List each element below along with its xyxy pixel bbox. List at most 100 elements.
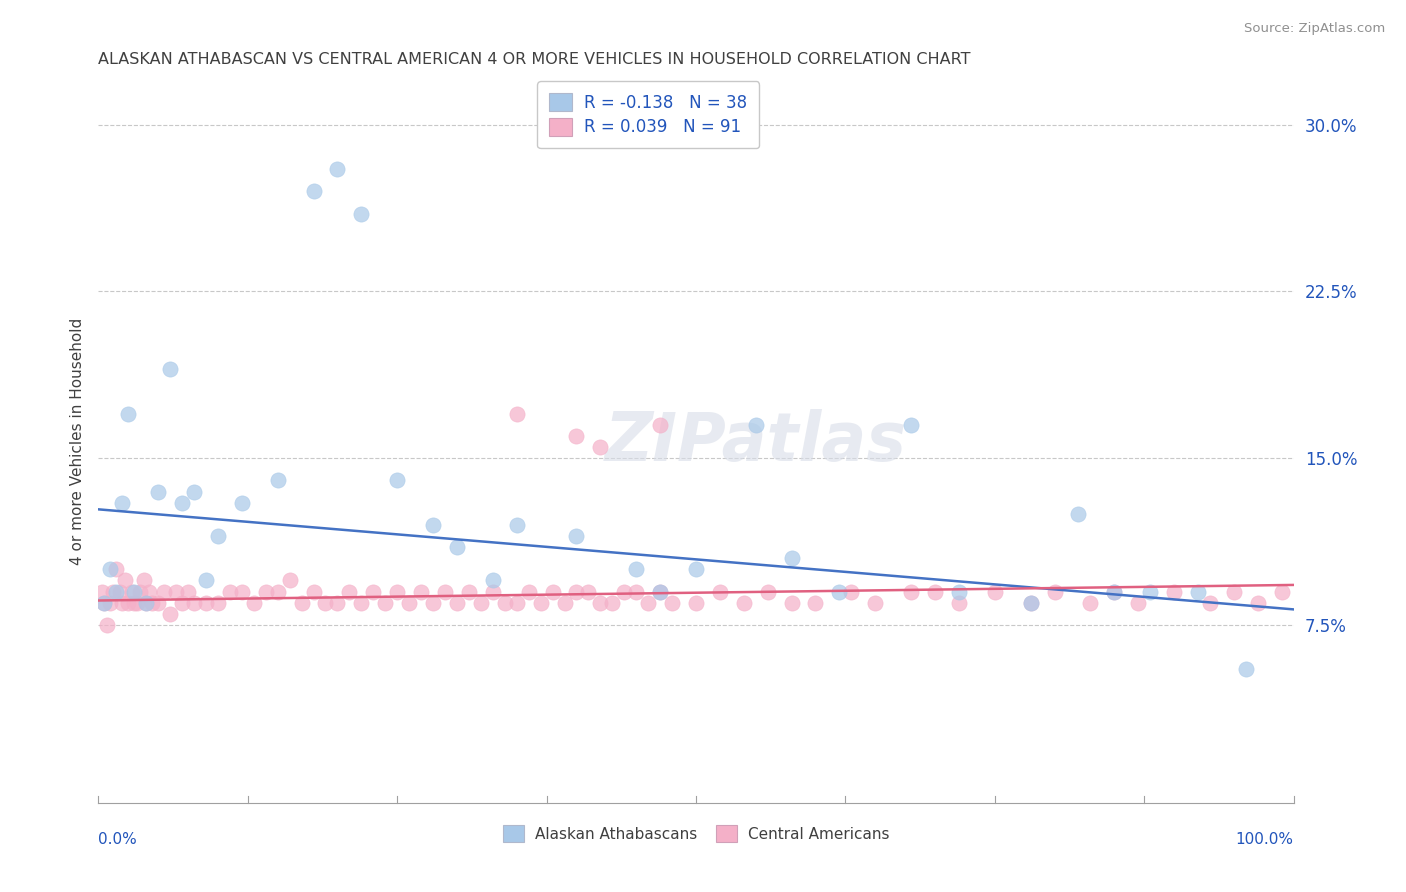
Point: [207, 596, 229, 610]
Point: [1199, 596, 1222, 610]
Point: [93, 596, 115, 610]
Point: [363, 584, 385, 599]
Point: [434, 584, 457, 599]
Point: [183, 596, 205, 610]
Text: Source: ZipAtlas.com: Source: ZipAtlas.com: [1244, 22, 1385, 36]
Point: [96, 618, 118, 632]
Point: [350, 596, 373, 610]
Point: [1080, 596, 1102, 610]
Point: [231, 496, 253, 510]
Point: [745, 417, 768, 432]
Point: [506, 596, 529, 610]
Point: [302, 584, 325, 599]
Point: [315, 596, 337, 610]
Point: [105, 584, 128, 599]
Point: [219, 584, 242, 599]
Point: [841, 584, 863, 599]
Point: [108, 584, 131, 599]
Point: [506, 407, 529, 421]
Point: [924, 584, 946, 599]
Point: [1271, 584, 1294, 599]
Point: [446, 596, 468, 610]
Point: [91, 584, 114, 599]
Point: [565, 529, 588, 543]
Point: [172, 496, 194, 510]
Point: [626, 562, 648, 576]
Point: [278, 574, 301, 588]
Point: [1019, 596, 1042, 610]
Point: [446, 540, 468, 554]
Point: [195, 596, 218, 610]
Point: [117, 596, 139, 610]
Point: [291, 596, 314, 610]
Point: [685, 562, 707, 576]
Point: [458, 584, 481, 599]
Point: [865, 596, 887, 610]
Text: 0.0%: 0.0%: [98, 831, 138, 847]
Point: [254, 584, 277, 599]
Y-axis label: 4 or more Vehicles in Household: 4 or more Vehicles in Household: [69, 318, 84, 566]
Point: [756, 584, 779, 599]
Point: [148, 484, 170, 499]
Point: [1234, 662, 1257, 676]
Point: [709, 584, 731, 599]
Point: [1019, 596, 1042, 610]
Point: [422, 596, 444, 610]
Point: [1067, 507, 1090, 521]
Point: [326, 596, 349, 610]
Point: [177, 584, 200, 599]
Point: [231, 584, 253, 599]
Point: [374, 596, 396, 610]
Point: [589, 596, 612, 610]
Point: [661, 596, 683, 610]
Point: [780, 551, 803, 566]
Point: [138, 584, 160, 599]
Point: [183, 484, 205, 499]
Point: [117, 407, 139, 421]
Point: [733, 596, 755, 610]
Point: [1104, 584, 1126, 599]
Text: 100.0%: 100.0%: [1236, 831, 1294, 847]
Point: [165, 584, 187, 599]
Point: [578, 584, 600, 599]
Point: [900, 584, 922, 599]
Point: [541, 584, 564, 599]
Point: [124, 596, 146, 610]
Point: [530, 596, 553, 610]
Point: [506, 517, 529, 532]
Point: [114, 574, 136, 588]
Point: [172, 596, 194, 610]
Point: [350, 207, 373, 221]
Text: ZIPatlas: ZIPatlas: [605, 409, 907, 475]
Point: [101, 584, 124, 599]
Point: [111, 496, 134, 510]
Point: [98, 562, 122, 576]
Point: [804, 596, 827, 610]
Point: [93, 596, 115, 610]
Point: [650, 417, 672, 432]
Point: [565, 584, 588, 599]
Point: [326, 162, 349, 177]
Point: [589, 440, 612, 454]
Point: [159, 362, 181, 376]
Point: [195, 574, 218, 588]
Point: [398, 596, 420, 610]
Point: [650, 584, 672, 599]
Point: [1163, 584, 1185, 599]
Point: [135, 596, 157, 610]
Point: [482, 574, 505, 588]
Point: [1104, 584, 1126, 599]
Point: [422, 517, 444, 532]
Point: [602, 596, 624, 610]
Point: [267, 474, 290, 488]
Point: [626, 584, 648, 599]
Point: [132, 574, 155, 588]
Point: [828, 584, 851, 599]
Point: [494, 596, 516, 610]
Point: [1139, 584, 1161, 599]
Point: [339, 584, 361, 599]
Point: [900, 417, 922, 432]
Point: [984, 584, 1007, 599]
Point: [1128, 596, 1150, 610]
Point: [385, 584, 409, 599]
